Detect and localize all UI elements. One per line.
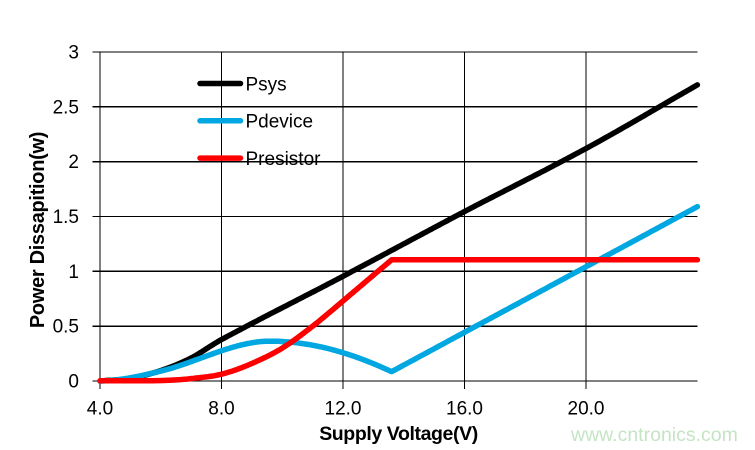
svg-text:0: 0 (68, 372, 79, 393)
svg-text:2: 2 (68, 152, 79, 173)
svg-text:1.5: 1.5 (53, 207, 79, 228)
svg-text:Power Dissapition(w): Power Dissapition(w) (27, 132, 49, 328)
svg-text:2.5: 2.5 (53, 97, 79, 118)
svg-text:3: 3 (68, 43, 79, 64)
svg-text:Presistor: Presistor (246, 149, 322, 170)
svg-text:4.0: 4.0 (87, 399, 113, 420)
svg-text:Psys: Psys (246, 74, 287, 95)
svg-text:16.0: 16.0 (446, 399, 483, 420)
svg-text:www.cntronics.com: www.cntronics.com (570, 424, 738, 446)
svg-text:Supply Voltage(V): Supply Voltage(V) (319, 423, 478, 445)
svg-text:0.5: 0.5 (53, 317, 79, 338)
svg-text:1: 1 (68, 262, 79, 283)
svg-text:8.0: 8.0 (208, 399, 234, 420)
svg-text:Pdevice: Pdevice (246, 112, 314, 133)
svg-text:20.0: 20.0 (568, 399, 605, 420)
svg-text:12.0: 12.0 (325, 399, 362, 420)
